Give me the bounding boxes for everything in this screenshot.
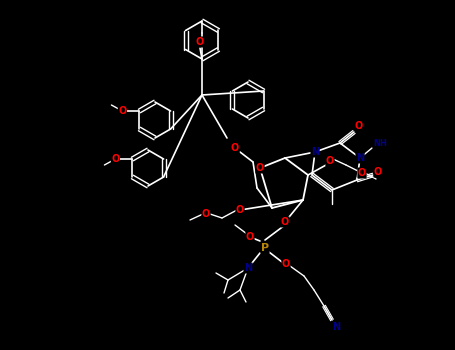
Text: O: O (202, 209, 210, 219)
Text: N: N (244, 263, 252, 273)
Text: N: N (332, 322, 340, 332)
Text: O: O (196, 37, 204, 47)
Text: O: O (111, 154, 120, 164)
Text: N: N (356, 153, 364, 163)
Text: O: O (231, 143, 239, 153)
Text: P: P (261, 243, 269, 253)
Text: O: O (236, 205, 244, 215)
Text: O: O (282, 259, 290, 269)
Text: O: O (118, 106, 126, 116)
Text: NH: NH (373, 139, 387, 147)
Text: O: O (326, 156, 334, 166)
Text: O: O (246, 232, 254, 242)
Text: N: N (311, 147, 319, 157)
Text: O: O (256, 163, 264, 173)
Text: O: O (374, 167, 382, 177)
Text: O: O (281, 217, 289, 227)
Text: O: O (355, 121, 363, 131)
Text: O: O (358, 168, 366, 178)
